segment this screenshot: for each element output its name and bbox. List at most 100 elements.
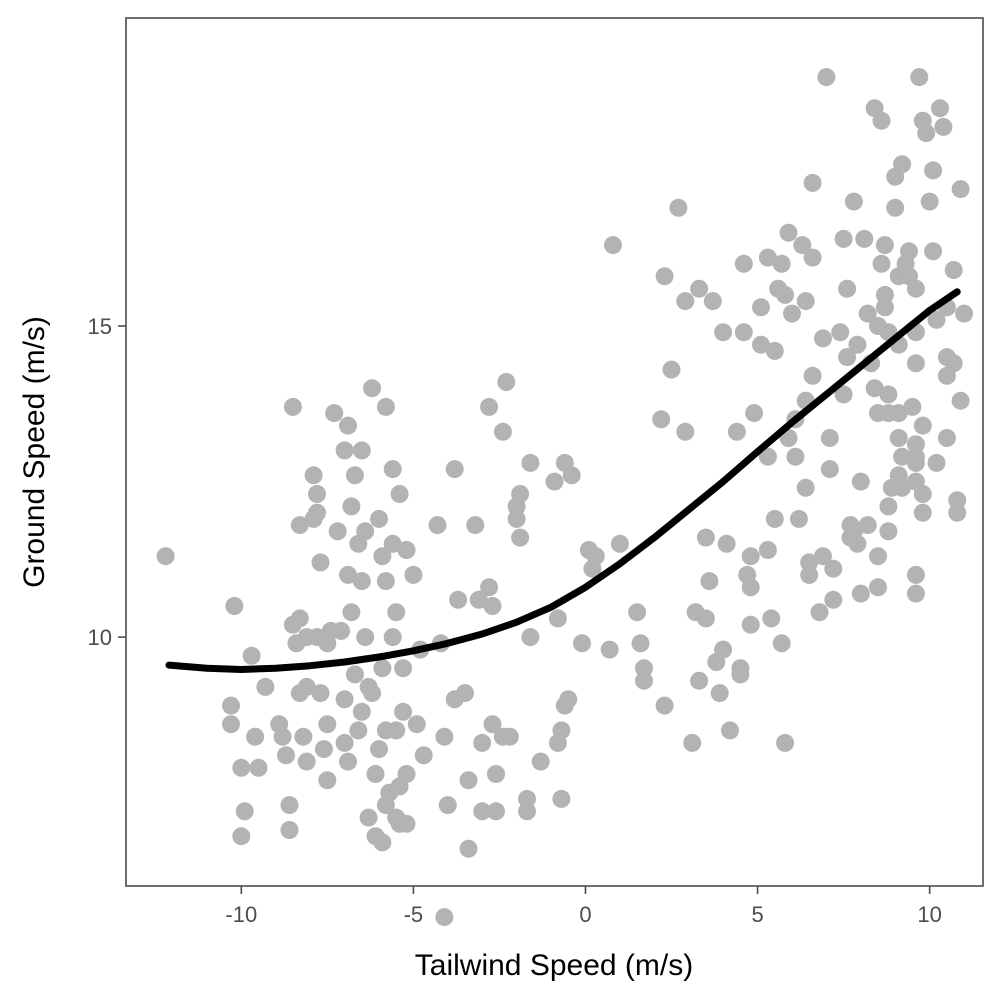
data-point: [786, 447, 805, 466]
data-point: [487, 765, 505, 783]
data-point: [820, 460, 839, 479]
data-point: [913, 503, 932, 522]
data-point: [696, 609, 715, 628]
data-point: [934, 117, 953, 136]
data-point: [356, 628, 375, 647]
data-point: [762, 609, 781, 628]
data-point: [710, 684, 729, 703]
data-point: [875, 285, 894, 304]
data-point: [844, 192, 863, 211]
data-point: [834, 229, 853, 248]
data-point: [721, 721, 739, 740]
data-point: [256, 677, 275, 696]
data-point: [875, 298, 894, 317]
y-axis: 10 15: [88, 314, 126, 650]
data-point: [387, 721, 406, 740]
data-point: [480, 578, 499, 597]
data-point: [345, 466, 364, 485]
data-point: [610, 534, 629, 553]
data-point: [714, 640, 733, 659]
data-point: [407, 715, 426, 734]
data-point: [222, 696, 240, 715]
data-point: [937, 429, 956, 447]
data-point: [225, 597, 244, 615]
data-point: [879, 497, 898, 516]
data-point: [865, 379, 884, 398]
x-tick-label: 5: [751, 902, 763, 927]
y-tick-label: 10: [88, 625, 112, 650]
data-point: [511, 485, 530, 503]
data-point: [394, 702, 413, 721]
data-point: [906, 354, 925, 373]
data-point: [414, 746, 433, 765]
data-point: [552, 789, 571, 808]
data-point: [731, 665, 750, 684]
data-point: [383, 628, 402, 647]
data-point: [872, 111, 891, 130]
data-point: [703, 292, 722, 311]
data-point: [428, 516, 447, 535]
data-point: [776, 733, 795, 752]
data-point: [779, 223, 798, 242]
data-point: [249, 758, 268, 777]
data-point: [297, 752, 316, 771]
y-tick-label: 15: [88, 314, 112, 339]
data-point: [366, 765, 385, 783]
data-point: [335, 733, 354, 752]
data-point: [583, 559, 602, 578]
data-point: [339, 416, 357, 435]
data-point: [335, 690, 354, 709]
data-point: [469, 590, 488, 609]
x-axis: -10 -5 0 5 10: [225, 886, 942, 927]
data-point: [383, 534, 402, 553]
data-point: [487, 802, 505, 821]
data-point: [872, 254, 891, 273]
data-point: [820, 429, 839, 447]
data-point: [886, 198, 905, 217]
data-point: [473, 802, 492, 821]
data-point: [727, 422, 746, 441]
data-point: [714, 323, 733, 342]
data-point: [789, 509, 808, 528]
points-layer: [156, 68, 974, 927]
data-point: [438, 796, 457, 815]
data-point: [232, 827, 251, 846]
data-point: [518, 802, 536, 821]
data-point: [758, 248, 777, 267]
data-point: [906, 565, 925, 584]
data-point: [803, 366, 822, 385]
data-point: [951, 180, 970, 199]
data-point: [339, 752, 357, 771]
data-point: [858, 516, 877, 535]
data-point: [913, 416, 932, 435]
data-point: [900, 242, 918, 261]
data-point: [814, 329, 832, 348]
data-point: [383, 460, 402, 479]
data-point: [311, 553, 330, 572]
data-point: [363, 684, 382, 703]
data-point: [294, 727, 313, 746]
data-point: [156, 547, 175, 566]
data-point: [848, 335, 867, 354]
data-point: [893, 155, 912, 174]
data-point: [669, 198, 688, 217]
data-point: [676, 422, 695, 441]
data-point: [944, 354, 963, 373]
data-point: [359, 808, 378, 827]
data-point: [734, 323, 753, 342]
data-point: [893, 447, 912, 466]
data-point: [906, 584, 925, 603]
data-point: [752, 298, 770, 317]
data-point: [772, 254, 791, 273]
data-point: [931, 99, 949, 118]
data-point: [404, 565, 423, 584]
data-point: [235, 802, 254, 821]
data-point: [858, 304, 877, 323]
data-point: [772, 634, 791, 653]
data-point: [246, 727, 265, 746]
data-point: [373, 547, 392, 566]
data-point: [370, 509, 388, 528]
data-point: [834, 385, 853, 404]
data-point: [927, 310, 946, 329]
